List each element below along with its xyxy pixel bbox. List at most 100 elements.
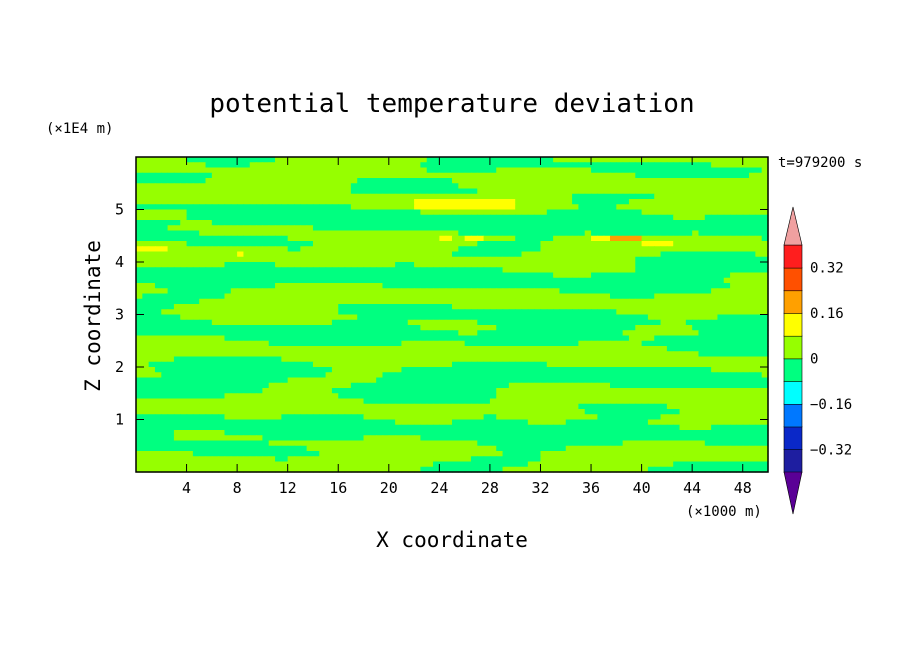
heatmap-cell: [319, 372, 327, 379]
heatmap-cell: [572, 262, 579, 268]
heatmap-cell: [578, 377, 586, 384]
heatmap-cell: [148, 183, 156, 190]
heatmap-cell: [211, 283, 219, 289]
heatmap-cell: [325, 398, 333, 405]
heatmap-cell: [275, 214, 282, 221]
heatmap-cell: [173, 388, 181, 394]
heatmap-cell: [331, 162, 339, 169]
heatmap-cell: [508, 325, 516, 331]
heatmap-cell: [268, 193, 276, 200]
heatmap-cell: [268, 367, 276, 373]
heatmap-cell: [489, 367, 497, 373]
heatmap-cell: [224, 251, 232, 258]
heatmap-cell: [401, 414, 409, 421]
heatmap-cell: [749, 183, 756, 190]
heatmap-cell: [464, 230, 472, 237]
heatmap-cell: [167, 393, 175, 400]
heatmap-cell: [224, 372, 232, 379]
heatmap-cell: [679, 304, 687, 310]
heatmap-cell: [426, 272, 434, 279]
heatmap-cell: [736, 330, 744, 337]
heatmap-cell: [685, 172, 693, 179]
heatmap-cell: [369, 293, 377, 300]
heatmap-cell: [243, 220, 251, 226]
heatmap-cell: [603, 372, 611, 379]
heatmap-cell: [306, 377, 314, 384]
heatmap-cell: [534, 214, 542, 221]
heatmap-cell: [395, 183, 403, 190]
heatmap-cell: [388, 351, 396, 358]
heatmap-cell: [262, 183, 270, 190]
heatmap-cell: [262, 367, 270, 373]
heatmap-cell: [723, 319, 731, 326]
heatmap-cell: [591, 356, 598, 363]
heatmap-cell: [704, 288, 712, 295]
heatmap-cell: [338, 272, 346, 279]
heatmap-cell: [338, 167, 346, 174]
heatmap-cell: [458, 204, 466, 211]
heatmap-cell: [704, 414, 712, 421]
heatmap-cell: [723, 235, 731, 242]
heatmap-cell: [382, 214, 390, 221]
heatmap-cell: [161, 346, 169, 352]
heatmap-cell: [660, 367, 668, 373]
heatmap-cell: [452, 162, 459, 169]
heatmap-cell: [742, 298, 750, 305]
heatmap-cell: [685, 409, 693, 415]
heatmap-cell: [654, 241, 662, 247]
heatmap-cell: [161, 178, 169, 184]
heatmap-cell: [306, 267, 314, 274]
heatmap-cell: [635, 377, 643, 384]
heatmap-cell: [420, 319, 428, 326]
heatmap-cell: [647, 403, 655, 410]
heatmap-cell: [616, 409, 624, 415]
heatmap-cell: [527, 214, 535, 221]
heatmap-cell: [192, 325, 200, 331]
heatmap-cell: [578, 293, 586, 300]
heatmap-cell: [256, 256, 263, 263]
heatmap-cell: [477, 220, 485, 226]
heatmap-cell: [591, 382, 598, 389]
heatmap-cell: [376, 346, 384, 352]
heatmap-cell: [369, 330, 377, 337]
heatmap-cell: [660, 283, 668, 289]
heatmap-cell: [565, 335, 573, 342]
heatmap-cell: [489, 377, 497, 384]
heatmap-cell: [388, 356, 396, 363]
heatmap-cell: [268, 283, 276, 289]
heatmap-cell: [420, 209, 428, 216]
heatmap-cell: [458, 241, 466, 247]
heatmap-cell: [452, 372, 459, 379]
heatmap-cell: [470, 272, 478, 279]
heatmap-cell: [167, 356, 175, 363]
heatmap-cell: [527, 162, 535, 169]
heatmap-cell: [578, 304, 586, 310]
heatmap-cell: [180, 267, 188, 274]
heatmap-cell: [704, 356, 712, 363]
heatmap-cell: [521, 220, 529, 226]
heatmap-cell: [641, 204, 649, 211]
heatmap-cell: [382, 256, 390, 263]
heatmap-cell: [458, 199, 466, 205]
heatmap-cell: [578, 298, 586, 305]
heatmap-cell: [464, 241, 472, 247]
heatmap-cell: [281, 367, 289, 373]
heatmap-cell: [483, 204, 491, 211]
heatmap-cell: [224, 167, 232, 174]
heatmap-cell: [319, 403, 327, 410]
heatmap-cell: [136, 319, 143, 326]
heatmap-cell: [502, 220, 510, 226]
heatmap-cell: [300, 377, 308, 384]
heatmap-cell: [148, 246, 156, 253]
heatmap-cell: [477, 199, 485, 205]
heatmap-cell: [142, 230, 150, 237]
heatmap-cell: [192, 178, 200, 184]
heatmap-cell: [256, 314, 263, 321]
heatmap-cell: [287, 157, 295, 163]
heatmap-cell: [578, 330, 586, 337]
heatmap-cell: [502, 293, 510, 300]
heatmap-cell: [325, 414, 333, 421]
heatmap-cell: [230, 293, 238, 300]
heatmap-cell: [730, 372, 737, 379]
heatmap-cell: [717, 367, 725, 373]
